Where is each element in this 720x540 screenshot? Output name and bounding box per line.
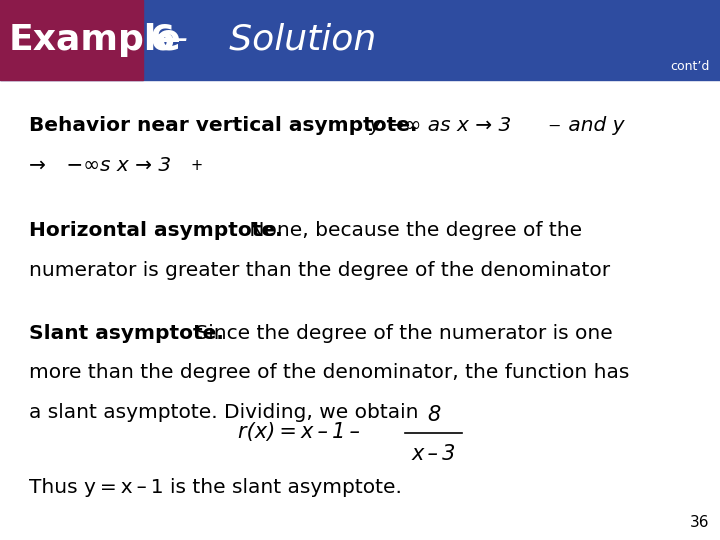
Text: a slant asymptote. Dividing, we obtain: a slant asymptote. Dividing, we obtain [29, 403, 418, 422]
Text: Behavior near vertical asymptote.: Behavior near vertical asymptote. [29, 116, 418, 135]
Text: numerator is greater than the degree of the denominator: numerator is greater than the degree of … [29, 261, 610, 280]
Text: +: + [191, 158, 203, 173]
Text: r(x) = x – 1 –: r(x) = x – 1 – [238, 422, 359, 442]
Text: cont’d: cont’d [670, 60, 709, 73]
Text: and y: and y [562, 116, 624, 135]
Text: Example: Example [9, 23, 181, 57]
Text: −: − [547, 119, 561, 134]
Text: 6: 6 [150, 23, 175, 57]
Text: →   −∞s x → 3: → −∞s x → 3 [29, 156, 171, 174]
Text: more than the degree of the denominator, the function has: more than the degree of the denominator,… [29, 363, 629, 382]
Text: x – 3: x – 3 [411, 443, 456, 464]
Text: –   Solution: – Solution [170, 23, 376, 57]
Text: Slant asymptote.: Slant asymptote. [29, 324, 224, 343]
Text: y →∞ as x → 3: y →∞ as x → 3 [349, 116, 511, 135]
Text: None, because the degree of the: None, because the degree of the [243, 221, 582, 240]
Text: 8: 8 [427, 404, 440, 425]
Bar [0, 0, 720, 80]
Bar [0, 0, 143, 80]
Text: Since the degree of the numerator is one: Since the degree of the numerator is one [189, 324, 613, 343]
Text: 36: 36 [690, 515, 709, 530]
Text: Thus y = x – 1 is the slant asymptote.: Thus y = x – 1 is the slant asymptote. [29, 478, 402, 497]
Text: Horizontal asymptote.: Horizontal asymptote. [29, 221, 282, 240]
